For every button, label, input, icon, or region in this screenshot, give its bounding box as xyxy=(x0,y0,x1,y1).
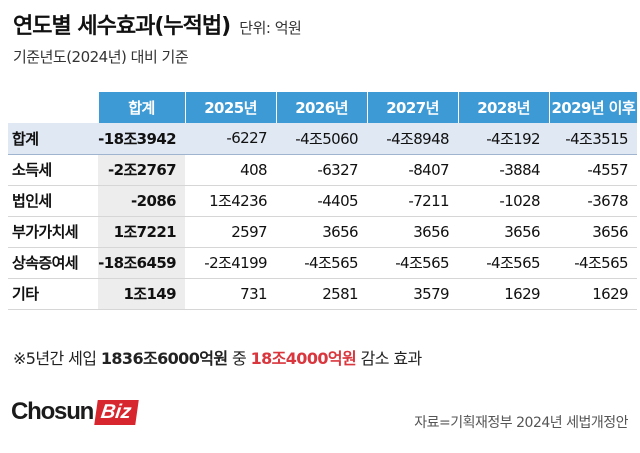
table-cell: -4557 xyxy=(549,154,637,186)
column-header: 2026년 xyxy=(275,92,367,123)
table-cell: 3656 xyxy=(276,216,367,248)
table-cell: -4조192 xyxy=(458,123,549,155)
table-cell: -8407 xyxy=(367,154,458,186)
row-total: -2조2767 xyxy=(98,154,185,186)
table-cell: -3884 xyxy=(458,154,549,186)
row-total: -18조3942 xyxy=(98,123,185,155)
table-cell: -4405 xyxy=(276,185,367,217)
table-cell: -2조4199 xyxy=(185,247,276,279)
table-cell: 2597 xyxy=(185,216,276,248)
table-cell: 1629 xyxy=(549,278,637,310)
table-cell: 1조4236 xyxy=(185,185,276,217)
table-cell: 731 xyxy=(185,278,276,310)
table-cell: -7211 xyxy=(367,185,458,217)
row-label: 소득세 xyxy=(8,154,98,186)
chosunbiz-logo: Chosun Biz xyxy=(11,398,139,425)
subtitle: 기준년도(2024년) 대비 기준 xyxy=(13,48,189,66)
table-cell: -1028 xyxy=(458,185,549,217)
table-row: 법인세 -2086 1조4236 -4405 -7211 -1028 -3678 xyxy=(8,185,637,217)
table-cell: -6327 xyxy=(276,154,367,186)
table-cell: 2581 xyxy=(276,278,367,310)
table-cell: -4조8948 xyxy=(367,123,458,155)
table-cell: -4조565 xyxy=(458,247,549,279)
footnote-middle: 중 xyxy=(227,349,251,368)
column-header: 2027년 xyxy=(366,92,458,123)
column-header: 2025년 xyxy=(184,92,276,123)
table-cell: 3656 xyxy=(549,216,637,248)
footnote-prefix: ※5년간 세입 xyxy=(13,349,101,368)
table-cell: -6227 xyxy=(185,123,276,155)
column-header: 2028년 xyxy=(457,92,549,123)
logo-word: Chosun xyxy=(11,398,94,425)
table-row: 기타 1조149 731 2581 3579 1629 1629 xyxy=(8,278,637,310)
header-corner xyxy=(8,92,98,123)
row-label: 합계 xyxy=(8,123,98,155)
row-label: 부가가치세 xyxy=(8,216,98,248)
row-total: -18조6459 xyxy=(98,247,185,279)
table-cell: 3656 xyxy=(367,216,458,248)
table-cell: -4조565 xyxy=(276,247,367,279)
table-row: 부가가치세 1조7221 2597 3656 3656 3656 3656 xyxy=(8,216,637,248)
footnote-amount: 1836조6000억원 xyxy=(100,349,228,368)
row-total: -2086 xyxy=(98,185,185,217)
chart-title: 연도별 세수효과(누적법) xyxy=(13,14,231,39)
column-header: 합계 xyxy=(97,92,185,123)
footnote-highlight: 18조4000억원 xyxy=(250,349,357,368)
row-total: 1조149 xyxy=(98,278,185,310)
row-total: 1조7221 xyxy=(98,216,185,248)
table-cell: -4조565 xyxy=(549,247,637,279)
footnote-suffix: 감소 효과 xyxy=(356,349,423,368)
row-label: 법인세 xyxy=(8,185,98,217)
row-label: 상속증여세 xyxy=(8,247,98,279)
table-row-sum: 합계 -18조3942 -6227 -4조5060 -4조8948 -4조192… xyxy=(8,123,637,155)
row-label: 기타 xyxy=(8,278,98,310)
source-note: 자료=기획재정부 2024년 세법개정안 xyxy=(414,415,628,431)
table-cell: -3678 xyxy=(549,185,637,217)
title-row: 연도별 세수효과(누적법) 단위: 억원 xyxy=(13,8,302,40)
tax-effect-table: 합계 2025년 2026년 2027년 2028년 2029년 이후 합계 -… xyxy=(8,92,637,310)
table-row: 소득세 -2조2767 408 -6327 -8407 -3884 -4557 xyxy=(8,154,637,186)
logo-badge: Biz xyxy=(94,400,139,425)
table-cell: 3656 xyxy=(458,216,549,248)
table-cell: 408 xyxy=(185,154,276,186)
table-cell: -4조3515 xyxy=(549,123,637,155)
footnote: ※5년간 세입 1836조6000억원 중 18조4000억원 감소 효과 xyxy=(13,345,422,369)
table-cell: -4조5060 xyxy=(276,123,367,155)
table-cell: 3579 xyxy=(367,278,458,310)
column-header: 2029년 이후 xyxy=(548,92,637,123)
unit-label: 단위: 억원 xyxy=(239,19,302,37)
table-row: 상속증여세 -18조6459 -2조4199 -4조565 -4조565 -4조… xyxy=(8,247,637,279)
table-cell: -4조565 xyxy=(367,247,458,279)
table-cell: 1629 xyxy=(458,278,549,310)
table-header-row: 합계 2025년 2026년 2027년 2028년 2029년 이후 xyxy=(8,92,637,123)
